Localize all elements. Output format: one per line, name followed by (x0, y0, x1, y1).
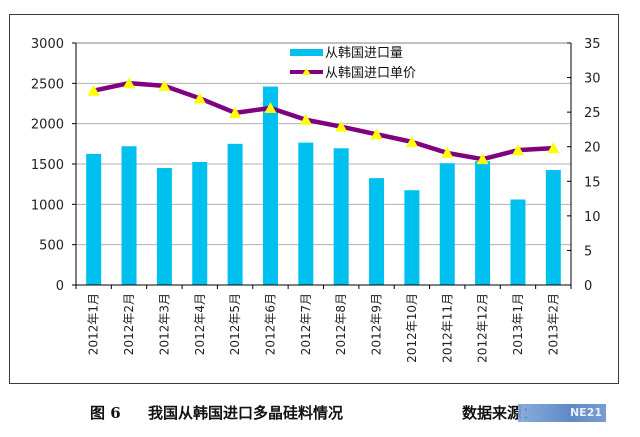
price-marker (370, 128, 383, 140)
bar-series (86, 86, 561, 285)
y-left-tick-label: 3000 (31, 37, 64, 52)
price-marker (547, 142, 560, 154)
x-tick-label: 2012年9月 (370, 293, 384, 355)
watermark-logo: NE21 (518, 404, 606, 422)
x-tick-label: 2012年6月 (263, 293, 277, 355)
x-tick-label: 2012年2月 (122, 293, 136, 355)
bar (192, 161, 208, 285)
price-marker (193, 92, 206, 104)
price-marker (476, 153, 489, 165)
legend: 从韩国进口量 从韩国进口单价 (290, 46, 416, 81)
legend-swatch-bar (290, 49, 323, 56)
bar (298, 142, 314, 285)
x-tick-label: 2012年1月 (87, 293, 101, 355)
bar (510, 199, 526, 285)
bar (121, 146, 137, 285)
y-right-tick-label: 30 (584, 72, 601, 87)
figure-label: 图 6 (90, 404, 121, 422)
price-marker (87, 84, 100, 96)
figure-title: 我国从韩国进口多晶硅料情况 (148, 404, 344, 422)
bar (545, 170, 561, 285)
price-marker (229, 106, 242, 118)
price-line (93, 80, 554, 162)
bar (404, 190, 420, 285)
y-left-tick-label: 2000 (31, 118, 64, 133)
legend-label-line: 从韩国进口单价 (325, 66, 416, 81)
x-tick-label: 2012年4月 (193, 293, 207, 355)
y-right-tick-label: 5 (584, 244, 592, 259)
y-left-tick-label: 500 (39, 239, 64, 254)
y-left-tick-label: 1000 (31, 198, 64, 213)
y-right-tick-label: 10 (584, 210, 601, 225)
y-right-tick-label: 35 (584, 37, 601, 52)
price-marker (511, 144, 524, 156)
x-tick-label: 2012年7月 (299, 293, 313, 355)
axes: 0 500 1000 1500 2000 2500 3000 0 5 10 15 20 25 30 35 20… (31, 37, 601, 363)
x-tick-label: 2012年12月 (476, 293, 490, 363)
bar (439, 163, 455, 285)
line-series (87, 77, 560, 165)
price-marker (123, 77, 136, 89)
y-right-tick-label: 15 (584, 175, 601, 190)
x-tick-label: 2012年3月 (157, 293, 171, 355)
legend-label-bar: 从韩国进口量 (325, 46, 403, 61)
price-marker (335, 120, 348, 132)
bar (86, 153, 102, 285)
price-marker (441, 146, 454, 158)
x-tick-label: 2012年11月 (440, 293, 454, 363)
bar (369, 178, 385, 285)
bar (333, 148, 349, 285)
x-tick-label: 2012年5月 (228, 293, 242, 355)
y-right-tick-label: 20 (584, 141, 601, 156)
x-tick-label: 2013年1月 (511, 293, 525, 355)
price-marker (299, 113, 312, 125)
price-marker (264, 101, 277, 113)
bar (227, 143, 243, 285)
y-left-tick-label: 1500 (31, 158, 64, 173)
x-tick-label: 2012年8月 (334, 293, 348, 355)
legend-swatch-marker (302, 68, 311, 75)
x-tick-label: 2013年2月 (546, 293, 560, 355)
bar (156, 168, 172, 285)
chart-frame (9, 14, 619, 384)
gridlines (76, 42, 571, 246)
y-right-tick-label: 0 (584, 279, 592, 294)
y-right-tick-label: 25 (584, 106, 601, 121)
price-marker (405, 135, 418, 147)
bar (262, 86, 278, 285)
x-tick-label: 2012年10月 (405, 293, 419, 363)
y-left-tick-label: 0 (56, 279, 64, 294)
y-left-tick-label: 2500 (31, 77, 64, 92)
price-marker (158, 79, 171, 91)
bar (475, 161, 491, 285)
